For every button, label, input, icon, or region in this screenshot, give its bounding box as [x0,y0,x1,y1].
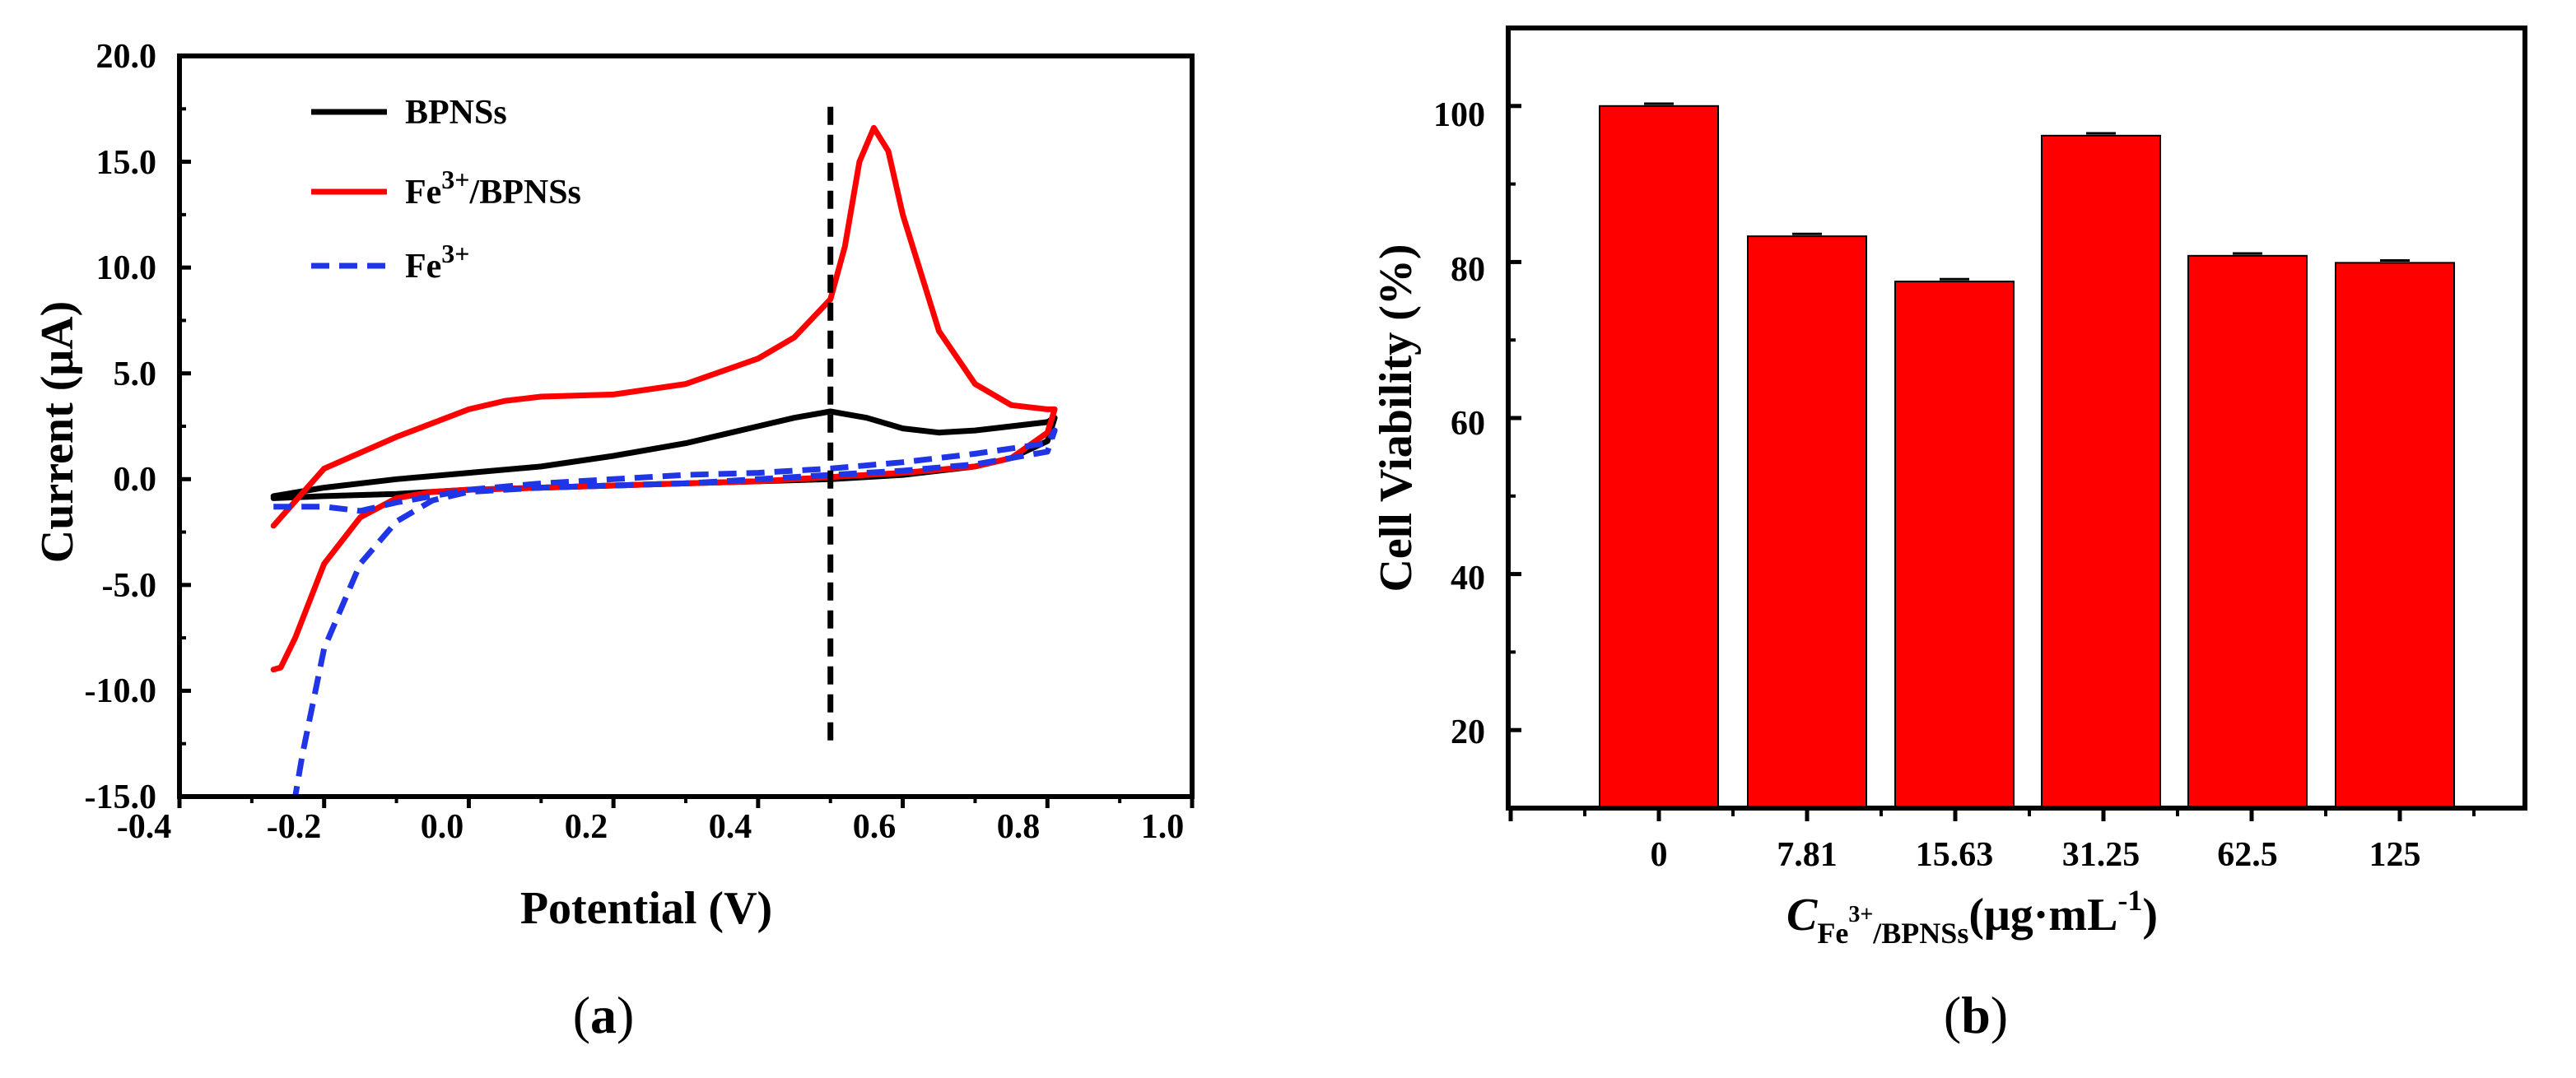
y-tick-label: 20 [1451,713,1485,751]
x-tick-label: 1.0 [1141,808,1185,846]
y-axis-title: Cell Viability (%) [1371,244,1422,592]
series-line-fe3-bpnss [270,124,1058,673]
y-axis-title: Current (μA) [32,301,83,563]
legend-label-fe: Fe3+ [405,239,470,286]
series-layer [270,124,1058,797]
bar-7.81 [1747,235,1867,809]
panel-caption-b: (b) [1944,986,2008,1044]
y-tick-label: 0.0 [114,461,157,499]
plot-frame [177,53,1195,799]
y-tick-label: 10.0 [96,249,157,287]
x-tick-label: 31.25 [2062,836,2140,874]
x-tick-label: -0.4 [117,808,172,846]
y-tick-label: -10.0 [85,672,157,710]
axis-text: (μg·mL [1968,890,2117,941]
x-axis-title: CFe3+/BPNSs(μg·mL-1) [1786,884,2158,950]
bar-62.5 [2187,254,2308,810]
panel-b-cell-viability: 100 80 60 40 20 0 7.81 15.63 31.25 62.5 … [1371,26,2527,1044]
bar-31.25 [2041,134,2161,810]
x-tick-label: 0.2 [565,808,608,846]
legend-text: Fe [405,248,441,286]
bar-125 [2335,262,2455,809]
x-tick-label: 0.6 [853,808,897,846]
x-tick-label: 62.5 [2217,836,2278,874]
legend-label-bpnss: BPNSs [405,94,507,132]
x-axis-title: Potential (V) [520,883,772,934]
x-tick-label: 15.63 [1916,836,1994,874]
y-tick-label: 20.0 [96,38,157,76]
bar-layer [1599,102,2455,810]
legend-sup: 3+ [441,239,469,268]
legend: BPNSs Fe3+/BPNSs Fe3+ [311,94,581,286]
y-tick-label: -15.0 [85,778,157,816]
y-tick-label: 40 [1451,560,1485,597]
y-tick-label: 100 [1433,96,1485,134]
x-tick-label: 125 [2369,836,2421,874]
legend-text: Fe [405,174,441,211]
y-tick-label: 60 [1451,405,1485,443]
x-tick-label: 0.0 [421,808,464,846]
legend-sup: 3+ [441,165,469,194]
x-tick-label: -0.2 [267,808,322,846]
axis-sup: 3+ [1848,902,1873,927]
legend-text: /BPNSs [469,174,581,211]
panel-a-cyclic-voltammetry: 20.0 15.0 10.0 5.0 0.0 -5.0 -10.0 -15.0 … [32,38,1195,1044]
y-tick-label: 15.0 [96,144,157,182]
bar-15.63 [1894,281,2015,810]
tick-marks [1508,104,2476,821]
axis-sub: /BPNSs [1872,917,1968,950]
axis-text: ) [2142,890,2158,941]
axis-sup: -1 [2117,884,2142,917]
y-tick-label: -5.0 [102,567,157,605]
bar-0 [1599,105,1719,810]
y-tick-label: 80 [1451,251,1485,289]
x-tick-label: 7.81 [1777,836,1838,874]
y-tick-label: 5.0 [114,355,157,393]
x-tick-label: 0 [1651,836,1668,874]
tick-marks [177,53,1195,808]
caption-letter: b [1961,986,1991,1044]
x-tick-label: 0.8 [997,808,1041,846]
series-line-fe3 [273,427,1058,797]
axis-text: C [1786,890,1818,941]
panel-caption-a: (a) [573,986,635,1044]
caption-letter: a [590,986,617,1044]
legend-label-fe-bpnss: Fe3+/BPNSs [405,165,581,211]
x-tick-label: 0.4 [709,808,752,846]
axis-sub: Fe [1817,917,1848,950]
